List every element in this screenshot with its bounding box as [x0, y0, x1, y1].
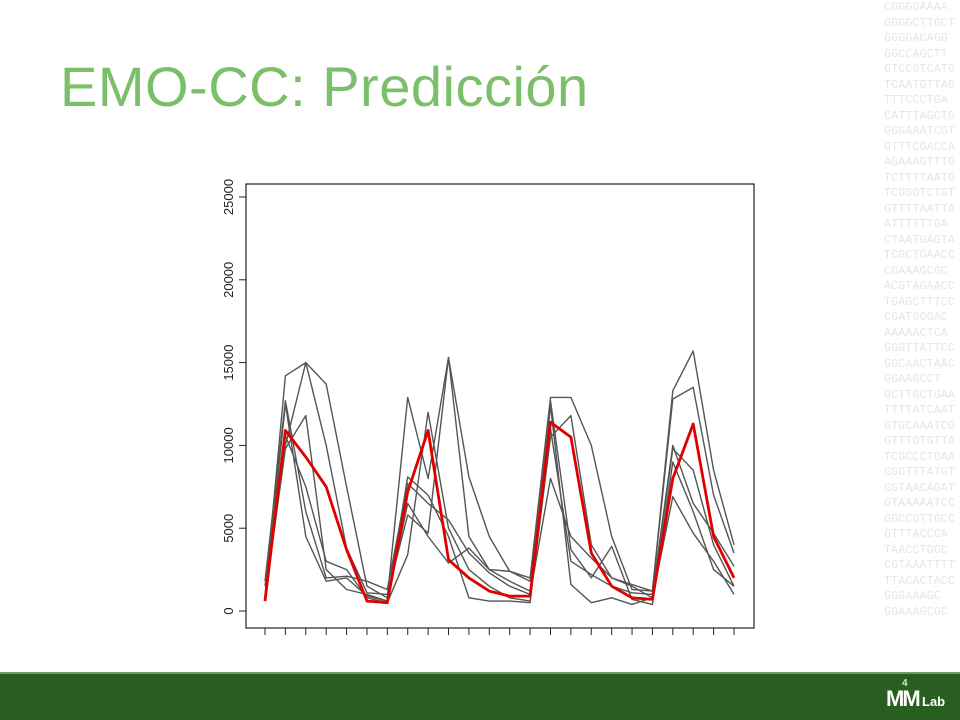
- y-tick-label: 25000: [221, 179, 236, 215]
- sequence-line: ATTTTTTGA: [884, 218, 948, 231]
- sequence-line: GGGAAATCGT: [884, 125, 956, 138]
- sequence-line: GTGCAAATCG: [884, 419, 956, 433]
- sequence-line: CGAAAGCGC: [884, 264, 948, 278]
- sequence-line: GCTTGCTGAA: [884, 388, 956, 402]
- sequence-line: GTAAAAATCC: [884, 497, 956, 510]
- series-line: [264, 386, 735, 596]
- sequence-line: GGCCAGCTT: [884, 47, 948, 61]
- sequence-line: CGGGGAAAA: [884, 1, 948, 14]
- sequence-line: GGGGCTTGCT: [884, 16, 956, 30]
- sequence-line: TTACACTACC: [884, 574, 956, 588]
- y-tick-label: 20000: [221, 262, 236, 298]
- chart-panel: 0 5000 10000 15000 20000 25000: [198, 168, 760, 642]
- sequence-line: TTTTATCAAT: [884, 404, 956, 417]
- sequence-line: AAAAACTCA: [884, 326, 948, 340]
- sequence-line: GGCCGTTGCC: [884, 512, 956, 526]
- sequence-line: CGTAAATTTT: [884, 559, 956, 572]
- sequence-line: GTCCGTCATG: [884, 63, 956, 76]
- sequence-line: GGAAGCCT: [884, 373, 941, 386]
- plot-frame: [245, 183, 755, 629]
- sequence-line: AGAAAGTTTG: [884, 156, 956, 169]
- y-tick-label: 15000: [221, 345, 236, 381]
- sequence-line: GGTAACAGAT: [884, 481, 956, 495]
- sequence-line: GGGTTTATGT: [884, 466, 956, 479]
- slide-title: EMO-CC: Predicción: [60, 55, 589, 118]
- y-tick-label: 5000: [221, 514, 236, 543]
- sequence-line: ACGTAGAACC: [884, 280, 956, 293]
- sequence-line: GTTTCGACCA: [884, 140, 956, 154]
- sequence-line: GTTTACCCA: [884, 528, 948, 541]
- sequence-line: GGGAAAGC: [884, 590, 941, 603]
- sequence-line: TGAGCTTTCC: [884, 295, 956, 309]
- y-tick-label: 10000: [221, 427, 236, 463]
- sequence-line: TCGCCCTGAA: [884, 450, 956, 464]
- sequence-line: GGCAACTAAC: [884, 357, 956, 371]
- sequence-line: GTTTTAATTA: [884, 202, 956, 216]
- sequence-line: TCAATGTTAG: [884, 78, 956, 92]
- sequence-line: TAACCTGCC: [884, 543, 948, 557]
- sequence-line: GTTTGTGTTA: [884, 435, 956, 448]
- sequence-line: GGGGACAGG: [884, 32, 948, 45]
- series-line: [264, 350, 735, 599]
- footer-bar: [0, 672, 960, 720]
- sequence-line: CTAATGAGTA: [884, 233, 956, 247]
- sequence-line: TCGGGTCTGT: [884, 187, 956, 200]
- line-chart: 0 5000 10000 15000 20000 25000: [221, 179, 755, 635]
- logo-mark: MM: [886, 686, 921, 711]
- sequence-line: TCGCTGAACC: [884, 249, 956, 262]
- footer-divider: [0, 672, 960, 674]
- sequence-line: TTTCCCTGA: [884, 94, 948, 107]
- sequence-line: CGATGGGAC: [884, 311, 948, 324]
- series-line-prediction: [263, 420, 736, 605]
- sequence-line: GGGTTATTCC: [884, 342, 956, 355]
- sequence-line: GGAAAGCGC: [884, 605, 948, 619]
- logo-text: Lab: [922, 694, 946, 709]
- sequence-line: TCTTTTAATG: [884, 171, 956, 185]
- series-line: [264, 403, 735, 606]
- sequence-background: CGGGGAAAA GGGGCTTGCT GGGGACAGG GGCCAGCTT GTC…: [884, 0, 960, 672]
- y-tick-label: 0: [221, 607, 236, 614]
- logo-superscript: 4: [902, 678, 908, 689]
- sequence-line: CATTTAGCTG: [884, 109, 956, 123]
